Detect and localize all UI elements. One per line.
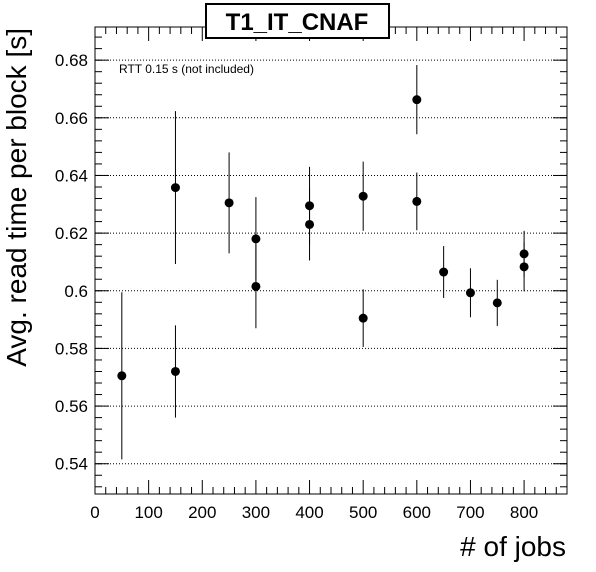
x-tick-label: 200 bbox=[188, 503, 216, 522]
x-tick-label: 300 bbox=[242, 503, 270, 522]
y-tick-label: 0.66 bbox=[55, 109, 88, 128]
data-point bbox=[224, 198, 234, 208]
x-tick-label: 700 bbox=[456, 503, 484, 522]
grid-lines bbox=[95, 59, 567, 465]
data-point bbox=[492, 298, 502, 308]
data-point bbox=[305, 219, 315, 229]
y-axis-ticks: 0.54 0.56 0.58 0.6 0.62 0.64 0.66 0.68 bbox=[55, 36, 567, 488]
data-point bbox=[519, 262, 529, 272]
chart-annotation: RTT 0.15 s (not included) bbox=[119, 62, 254, 76]
data-point bbox=[358, 191, 368, 201]
y-tick-label: 0.6 bbox=[64, 282, 88, 301]
data-point bbox=[117, 371, 127, 381]
y-tick-label: 0.56 bbox=[55, 397, 88, 416]
y-axis-label: Avg. read time per block [s] bbox=[1, 28, 32, 367]
y-tick-label: 0.64 bbox=[55, 166, 88, 185]
y-tick-label: 0.68 bbox=[55, 51, 88, 70]
data-point bbox=[519, 249, 529, 259]
data-point bbox=[251, 234, 261, 244]
chart-title: T1_IT_CNAF bbox=[226, 9, 369, 36]
x-tick-label: 100 bbox=[134, 503, 162, 522]
x-tick-label: 600 bbox=[403, 503, 431, 522]
data-point bbox=[465, 288, 475, 298]
data-point bbox=[305, 201, 315, 211]
x-tick-label: 400 bbox=[295, 503, 323, 522]
x-tick-label: 800 bbox=[510, 503, 538, 522]
data-point bbox=[170, 183, 180, 193]
data-point bbox=[412, 95, 422, 105]
data-point bbox=[358, 313, 368, 323]
x-tick-label: 500 bbox=[349, 503, 377, 522]
x-tick-label: 0 bbox=[90, 503, 99, 522]
title-box bbox=[205, 3, 390, 39]
data-points bbox=[117, 95, 529, 381]
y-tick-label: 0.58 bbox=[55, 339, 88, 358]
data-point bbox=[412, 196, 422, 206]
data-point bbox=[170, 366, 180, 376]
data-point bbox=[439, 267, 449, 277]
y-tick-label: 0.54 bbox=[55, 455, 88, 474]
y-tick-label: 0.62 bbox=[55, 224, 88, 243]
x-axis-label: # of jobs bbox=[460, 531, 566, 562]
data-point bbox=[251, 281, 261, 291]
